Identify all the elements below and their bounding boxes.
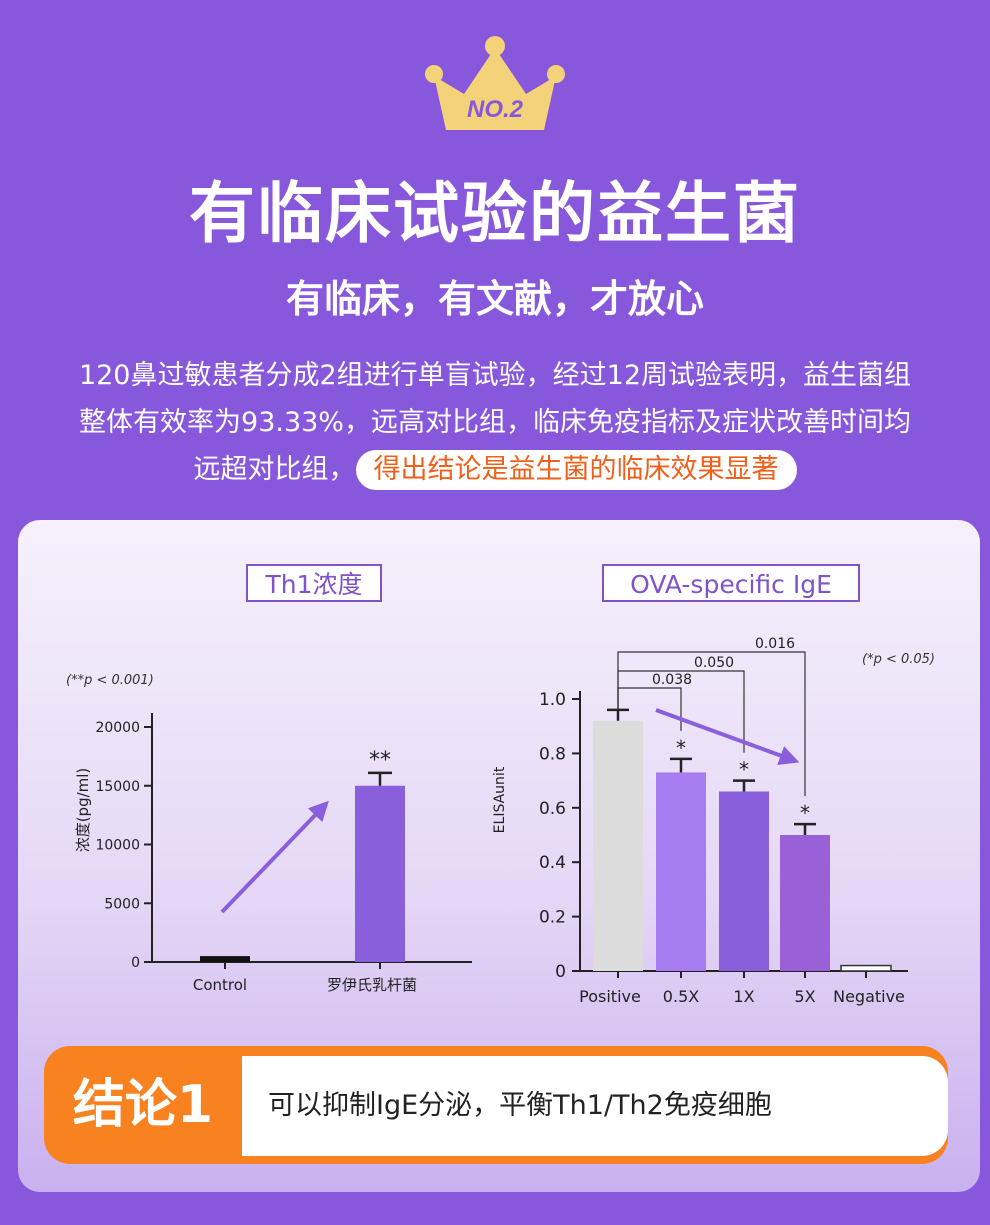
chart2-bar-1X — [719, 791, 769, 971]
description-line-3: 远超对比组， 得出结论是益生菌的临床效果显著 — [40, 446, 950, 493]
chart2-note: (*p < 0.05) — [862, 652, 935, 667]
chart2-y-tick-label: 0.6 — [539, 799, 566, 819]
chart1-bar-Control — [200, 956, 250, 962]
description: 120鼻过敏患者分成2组进行单盲试验，经过12周试验表明，益生菌组 整体有效率为… — [40, 352, 950, 493]
chart2-pvalue-label: 0.016 — [755, 636, 795, 652]
chart2-x-tick-label: Negative — [833, 987, 905, 1006]
chart2-bar-Negative — [840, 964, 892, 972]
chart2-y-tick-label: 0.8 — [539, 744, 566, 764]
chart1-y-tick-label: 10000 — [95, 838, 140, 854]
description-line-1: 120鼻过敏患者分成2组进行单盲试验，经过12周试验表明，益生菌组 — [78, 360, 912, 391]
chart2-bar-5X — [780, 835, 830, 971]
chart2-pvalue-label: 0.038 — [652, 672, 692, 688]
chart2-pvalue-label: 0.050 — [694, 655, 734, 671]
chart2-bar-Positive — [593, 720, 643, 971]
chart1-bar-罗伊氏乳杆菌 — [355, 785, 405, 962]
chart2-x-tick-label: Positive — [579, 987, 641, 1006]
chart2-y-axis-label: ELISAunit — [492, 766, 508, 833]
chart1-y-tick-label: 5000 — [104, 896, 140, 912]
chart2-y-tick-label: 0.2 — [539, 908, 566, 928]
chart2-x-tick-label: 5X — [794, 987, 815, 1006]
chart2-y-tick-label: 0.4 — [539, 853, 566, 873]
chart1-x-tick-label: 罗伊氏乳杆菌 — [327, 976, 417, 994]
conclusion-text: 可以抑制IgE分泌，平衡Th1/Th2免疫细胞 — [268, 1090, 772, 1121]
conclusion-body — [242, 1056, 948, 1156]
chart2-title: OVA-specific IgE — [602, 564, 860, 602]
chart1-y-tick-label: 0 — [131, 955, 140, 971]
description-line-3-text: 远超对比组， — [193, 454, 356, 485]
chart1-y-tick-label: 20000 — [95, 720, 140, 736]
chart2-x-tick-label: 0.5X — [663, 987, 699, 1006]
chart2-pvalue-bracket — [617, 651, 806, 797]
chart2-x-tick-label: 1X — [733, 987, 754, 1006]
description-line-2: 整体有效率为93.33%，远高对比组，临床免疫指标及症状改善时间均 — [79, 407, 911, 438]
chart1-trend-arrow — [220, 800, 329, 914]
chart2-bar-0.5X — [656, 772, 706, 971]
crown-icon — [425, 36, 565, 130]
chart2-significance: * — [800, 801, 810, 825]
chart2-y-tick-label: 0 — [555, 962, 566, 982]
chart1-significance: ** — [369, 748, 391, 773]
page-subtitle: 有临床，有文献，才放心 — [285, 277, 704, 321]
conclusion-highlight: 得出结论是益生菌的临床效果显著 — [355, 450, 797, 490]
crown-badge: NO.2 — [424, 34, 566, 134]
badge-text: NO.2 — [466, 96, 523, 123]
chart2-y-tick-label: 1.0 — [539, 690, 566, 710]
conclusion-label: 结论1 — [72, 1075, 214, 1135]
chart1-y-axis-label: 浓度(pg/ml) — [74, 768, 92, 853]
chart1-y-tick-label: 15000 — [95, 779, 140, 795]
chart2-trend-arrow — [655, 708, 800, 765]
chart2-significance: * — [739, 758, 749, 782]
page-title: 有临床试验的益生菌 — [189, 175, 801, 252]
chart1-note: (**p < 0.001) — [66, 673, 154, 688]
chart1-title: Th1浓度 — [246, 564, 382, 602]
chart1-x-tick-label: Control — [193, 976, 247, 994]
chart2-significance: * — [676, 736, 686, 760]
